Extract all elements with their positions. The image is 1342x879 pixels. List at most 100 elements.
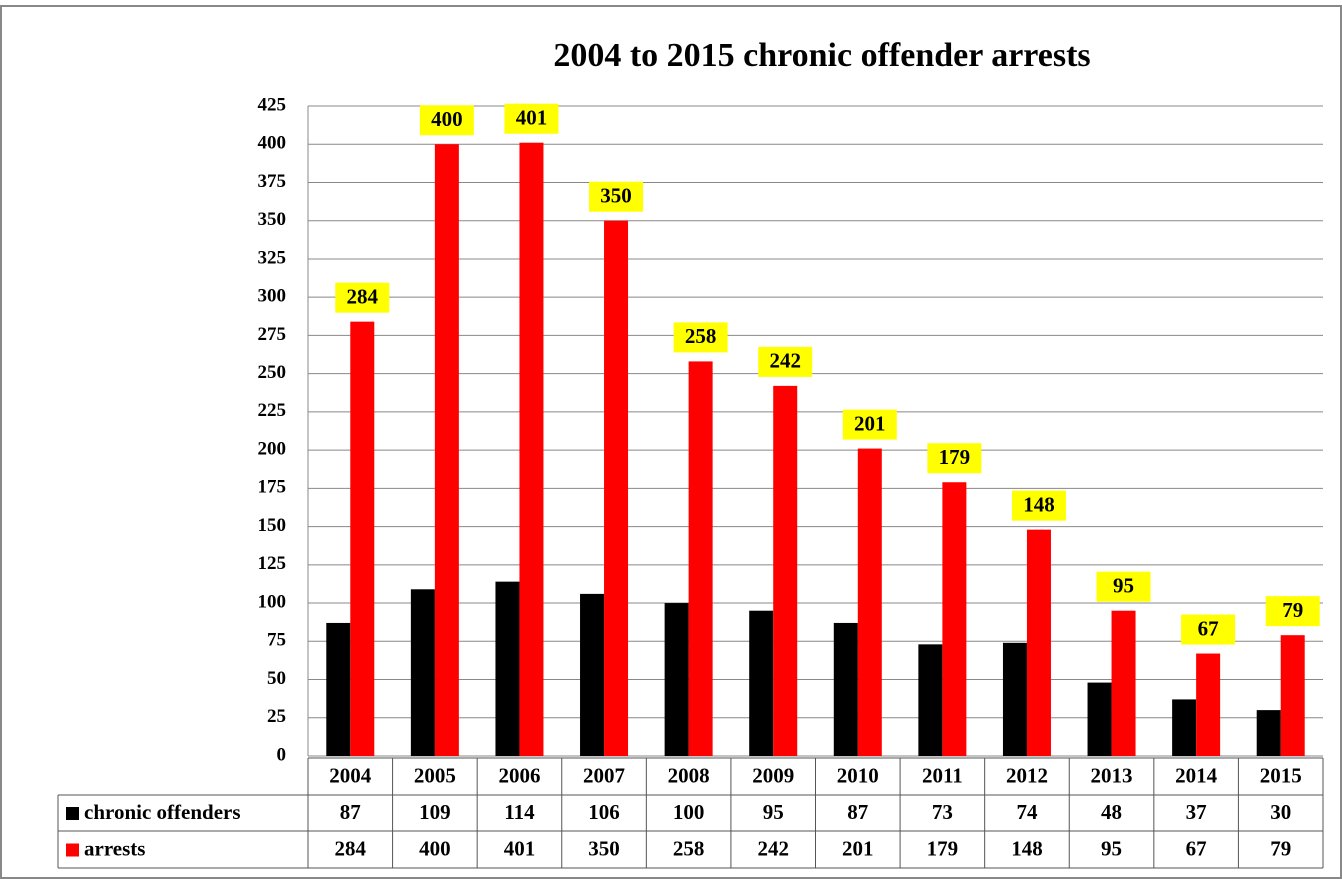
x-tick-label: 2005 [414,763,456,787]
x-tick-label: 2007 [583,763,625,787]
x-tick-label: 2008 [668,763,710,787]
data-label-background [504,103,559,134]
data-label: 179 [939,445,971,469]
table-cell: 284 [335,836,367,860]
table-cell: 109 [419,800,451,824]
table-cell: 95 [763,800,784,824]
y-tick-label: 0 [277,744,287,765]
bar [749,610,774,756]
table-cell: 400 [419,836,451,860]
legend-label: arrests [84,836,145,860]
data-label: 400 [431,107,463,131]
table-cell: 67 [1186,836,1207,860]
data-label: 148 [1023,492,1055,516]
x-tick-label: 2012 [1006,763,1048,787]
table-cell: 401 [504,836,536,860]
bar [773,385,798,756]
y-tick-label: 150 [258,515,287,536]
bar [1026,529,1051,756]
table-cell: 95 [1101,836,1122,860]
data-label-background [589,181,644,212]
table-cell: 106 [588,800,620,824]
y-tick-label: 350 [258,209,287,230]
bar [326,622,351,756]
table-cell: 87 [847,800,868,824]
bar [604,220,629,757]
y-tick-label: 225 [258,400,287,421]
table-cell: 148 [1011,836,1043,860]
data-label-background [842,409,897,440]
legend-label: chronic offenders [84,800,241,824]
bar [1111,610,1136,756]
table-cell: 242 [757,836,789,860]
bar [1280,635,1305,756]
y-tick-label: 75 [267,630,286,651]
y-tick-label: 125 [258,553,287,574]
table-cell: 350 [588,836,620,860]
x-tick-label: 2004 [329,763,372,787]
legend-swatch [66,807,79,820]
data-label: 284 [347,284,379,308]
data-label: 67 [1198,616,1219,640]
x-tick-label: 2009 [752,763,794,787]
table-cell: 114 [504,800,535,824]
bar [1256,710,1281,756]
bar [857,448,882,756]
y-tick-label: 275 [258,324,287,345]
y-tick-label: 400 [258,133,287,154]
x-tick-label: 2006 [498,763,540,787]
data-label-background [758,346,813,377]
table-cell: 48 [1101,800,1122,824]
bar [1087,682,1112,756]
table-cell: 73 [932,800,953,824]
data-label-background [1265,596,1320,627]
table-cell: 79 [1270,836,1291,860]
data-label: 258 [685,324,717,348]
y-tick-label: 250 [258,362,287,383]
bar [434,144,459,756]
x-tick-label: 2013 [1091,763,1133,787]
data-label: 401 [516,106,548,130]
bar [580,593,605,756]
data-label: 350 [600,184,632,208]
data-label-background [419,105,474,136]
x-tick-label: 2010 [837,763,879,787]
y-tick-label: 425 [258,94,287,115]
bar [833,622,858,756]
data-label: 79 [1282,598,1303,622]
chart-title: 2004 to 2015 chronic offender arrests [553,37,1090,74]
bar [918,644,943,756]
y-tick-label: 375 [258,171,287,192]
y-tick-label: 25 [267,706,286,727]
table-cell: 179 [927,836,959,860]
bar [1172,699,1197,756]
y-tick-label: 100 [258,591,287,612]
data-label-background [927,443,982,474]
table-cell: 37 [1186,800,1207,824]
data-label-background [1181,614,1236,645]
bar [495,581,520,756]
data-label: 95 [1113,574,1134,598]
table-cell: 30 [1270,800,1291,824]
data-label: 242 [769,349,801,373]
table-cell: 74 [1016,800,1038,824]
bar [688,361,713,756]
x-tick-label: 2014 [1175,763,1218,787]
bar [350,321,375,756]
bar [1002,642,1027,756]
data-label-background [335,282,390,313]
bar [519,142,544,757]
bar [942,482,967,756]
data-label-background [1011,490,1066,521]
y-tick-label: 175 [258,477,287,498]
y-tick-label: 50 [267,668,286,689]
x-tick-label: 2011 [922,763,963,787]
data-label-background [1096,571,1151,602]
table-cell: 87 [340,800,361,824]
x-tick-label: 2015 [1260,763,1302,787]
bar [410,589,435,756]
y-tick-label: 300 [258,286,287,307]
data-label-background [673,322,728,353]
y-tick-label: 325 [258,247,287,268]
